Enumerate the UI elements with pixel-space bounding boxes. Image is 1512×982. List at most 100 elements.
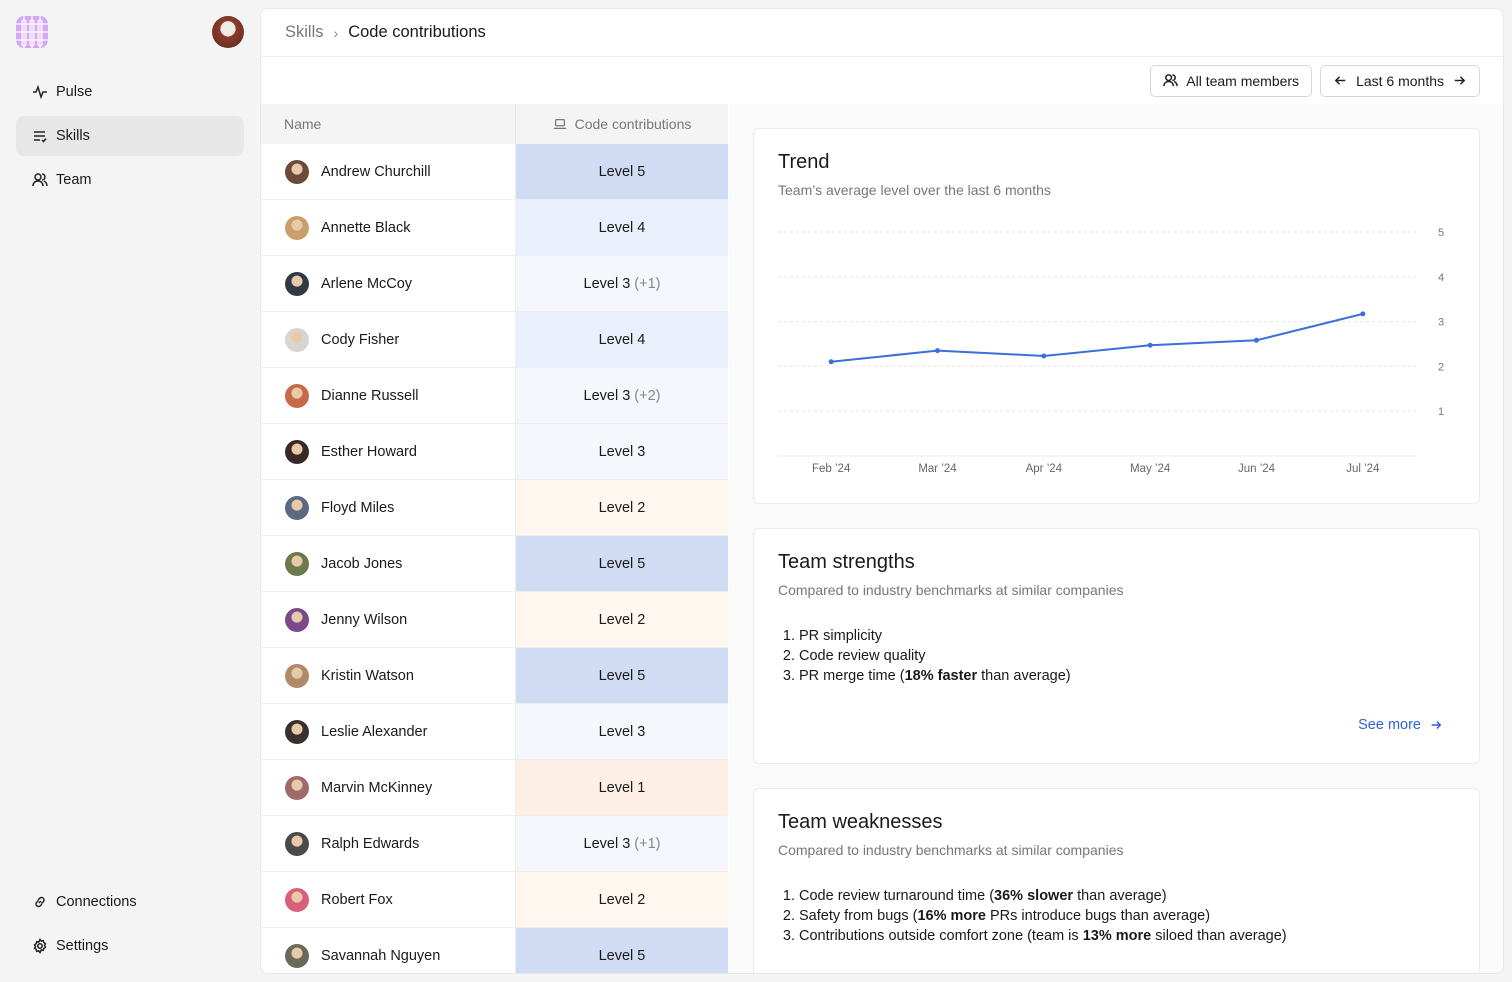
level-cell[interactable]: Level 5 — [516, 928, 728, 973]
see-more-link[interactable]: See more — [1358, 717, 1443, 733]
table-row[interactable]: Arlene McCoy Level 3 (+1) — [261, 256, 728, 312]
member-cell[interactable]: Ralph Edwards — [261, 816, 516, 871]
member-cell[interactable]: Floyd Miles — [261, 480, 516, 535]
level-cell[interactable]: Level 2 — [516, 592, 728, 647]
arrow-right-icon[interactable] — [1452, 73, 1467, 88]
level-cell[interactable]: Level 3 (+1) — [516, 816, 728, 871]
level-cell[interactable]: Level 4 — [516, 200, 728, 255]
nav-skills[interactable]: Skills — [16, 116, 244, 156]
level-cell[interactable]: Level 3 — [516, 704, 728, 759]
level-cell[interactable]: Level 3 (+2) — [516, 368, 728, 423]
level-delta: (+2) — [634, 387, 661, 404]
member-name: Jenny Wilson — [321, 611, 408, 628]
level-cell[interactable]: Level 2 — [516, 872, 728, 927]
level-delta: (+1) — [634, 835, 661, 852]
member-cell[interactable]: Leslie Alexander — [261, 704, 516, 759]
member-cell[interactable]: Dianne Russell — [261, 368, 516, 423]
nav-connections[interactable]: Connections — [16, 882, 244, 922]
highlight: 16% more — [917, 908, 986, 924]
item-text: than average) — [1073, 888, 1167, 904]
data-point[interactable] — [1254, 337, 1259, 343]
table-row[interactable]: Andrew Churchill Level 5 — [261, 144, 728, 200]
table-row[interactable]: Dianne Russell Level 3 (+2) — [261, 368, 728, 424]
table-row[interactable]: Marvin McKinney Level 1 — [261, 760, 728, 816]
nav-label: Team — [56, 172, 92, 188]
main-panel: Skills › Code contributions All team mem… — [260, 8, 1504, 974]
arrow-left-icon[interactable] — [1333, 73, 1348, 88]
data-point[interactable] — [1360, 311, 1366, 317]
table-row[interactable]: Jacob Jones Level 5 — [261, 536, 728, 592]
member-cell[interactable]: Annette Black — [261, 200, 516, 255]
table-row[interactable]: Jenny Wilson Level 2 — [261, 592, 728, 648]
member-cell[interactable]: Cody Fisher — [261, 312, 516, 367]
member-cell[interactable]: Jenny Wilson — [261, 592, 516, 647]
level-cell[interactable]: Level 1 — [516, 760, 728, 815]
level-cell[interactable]: Level 3 — [516, 424, 728, 479]
y-tick-label: 2 — [1438, 361, 1444, 373]
table-row[interactable]: Kristin Watson Level 5 — [261, 648, 728, 704]
level-value: Level 4 — [598, 331, 646, 348]
data-point[interactable] — [828, 359, 834, 365]
breadcrumb-parent[interactable]: Skills — [285, 23, 324, 41]
member-cell[interactable]: Kristin Watson — [261, 648, 516, 703]
member-name: Savannah Nguyen — [321, 947, 441, 964]
member-cell[interactable]: Savannah Nguyen — [261, 928, 516, 973]
app-logo[interactable] — [16, 16, 48, 48]
table-row[interactable]: Floyd Miles Level 2 — [261, 480, 728, 536]
level-cell[interactable]: Level 2 — [516, 480, 728, 535]
laptop-icon — [553, 119, 566, 129]
level-cell[interactable]: Level 4 — [516, 312, 728, 367]
item-text: Code review quality — [799, 648, 926, 664]
member-cell[interactable]: Andrew Churchill — [261, 144, 516, 199]
x-tick-label: Feb ’24 — [812, 463, 851, 475]
weaknesses-list: Code review turnaround time (36% slower … — [778, 886, 1455, 946]
weaknesses-card: Team weaknesses Compared to industry ben… — [753, 788, 1480, 973]
data-point[interactable] — [935, 348, 940, 354]
item-text: PRs introduce bugs than average) — [985, 908, 1211, 924]
user-avatar[interactable] — [212, 16, 244, 48]
level-value: Level 3 — [583, 835, 631, 852]
member-name: Leslie Alexander — [321, 723, 428, 740]
column-header-name[interactable]: Name — [261, 104, 516, 144]
table-row[interactable]: Esther Howard Level 3 — [261, 424, 728, 480]
button-label: Last 6 months — [1356, 72, 1444, 89]
member-cell[interactable]: Marvin McKinney — [261, 760, 516, 815]
level-cell[interactable]: Level 5 — [516, 536, 728, 591]
table-row[interactable]: Cody Fisher Level 4 — [261, 312, 728, 368]
highlight: 36% slower — [994, 888, 1074, 904]
table-row[interactable]: Ralph Edwards Level 3 (+1) — [261, 816, 728, 872]
trend-chart: 1 2 3 4 5 Feb ’24 Mar ’24 Apr ’24 May ’24 Jun ’24… — [778, 227, 1444, 475]
weaknesses-subtitle: Compared to industry benchmarks at simil… — [778, 842, 1124, 858]
member-name: Annette Black — [321, 219, 411, 236]
member-cell[interactable]: Robert Fox — [261, 872, 516, 927]
team-members-filter-button[interactable]: All team members — [1150, 64, 1313, 97]
team-icon — [32, 173, 48, 187]
table-row[interactable]: Leslie Alexander Level 3 — [261, 704, 728, 760]
avatar — [285, 215, 309, 240]
nav-team[interactable]: Team — [16, 160, 244, 200]
member-cell[interactable]: Esther Howard — [261, 424, 516, 479]
member-cell[interactable]: Jacob Jones — [261, 536, 516, 591]
level-cell[interactable]: Level 5 — [516, 648, 728, 703]
nav-pulse[interactable]: Pulse — [16, 72, 244, 112]
x-tick-label: Jul ’24 — [1346, 463, 1380, 475]
date-range-selector[interactable]: Last 6 months — [1320, 64, 1480, 97]
pulse-icon — [33, 84, 47, 100]
data-point[interactable] — [1041, 353, 1047, 359]
data-point[interactable] — [1147, 342, 1153, 348]
table-row[interactable]: Annette Black Level 4 — [261, 200, 728, 256]
trend-line — [831, 312, 1364, 363]
level-cell[interactable]: Level 5 — [516, 144, 728, 199]
members-table: Name Code contributions Andrew Churchill… — [261, 104, 728, 973]
table-row[interactable]: Robert Fox Level 2 — [261, 872, 728, 928]
nav-settings[interactable]: Settings — [16, 926, 244, 966]
level-cell[interactable]: Level 3 (+1) — [516, 256, 728, 311]
avatar — [285, 607, 309, 632]
team-icon — [1163, 74, 1179, 87]
table-row[interactable]: Savannah Nguyen Level 5 — [261, 928, 728, 973]
column-header-metric[interactable]: Code contributions — [516, 104, 728, 144]
table-header: Name Code contributions — [261, 104, 728, 144]
trend-card: Trend Team’s average level over the last… — [753, 128, 1480, 504]
list-item: PR merge time (18% faster than average) — [799, 666, 1455, 686]
member-cell[interactable]: Arlene McCoy — [261, 256, 516, 311]
